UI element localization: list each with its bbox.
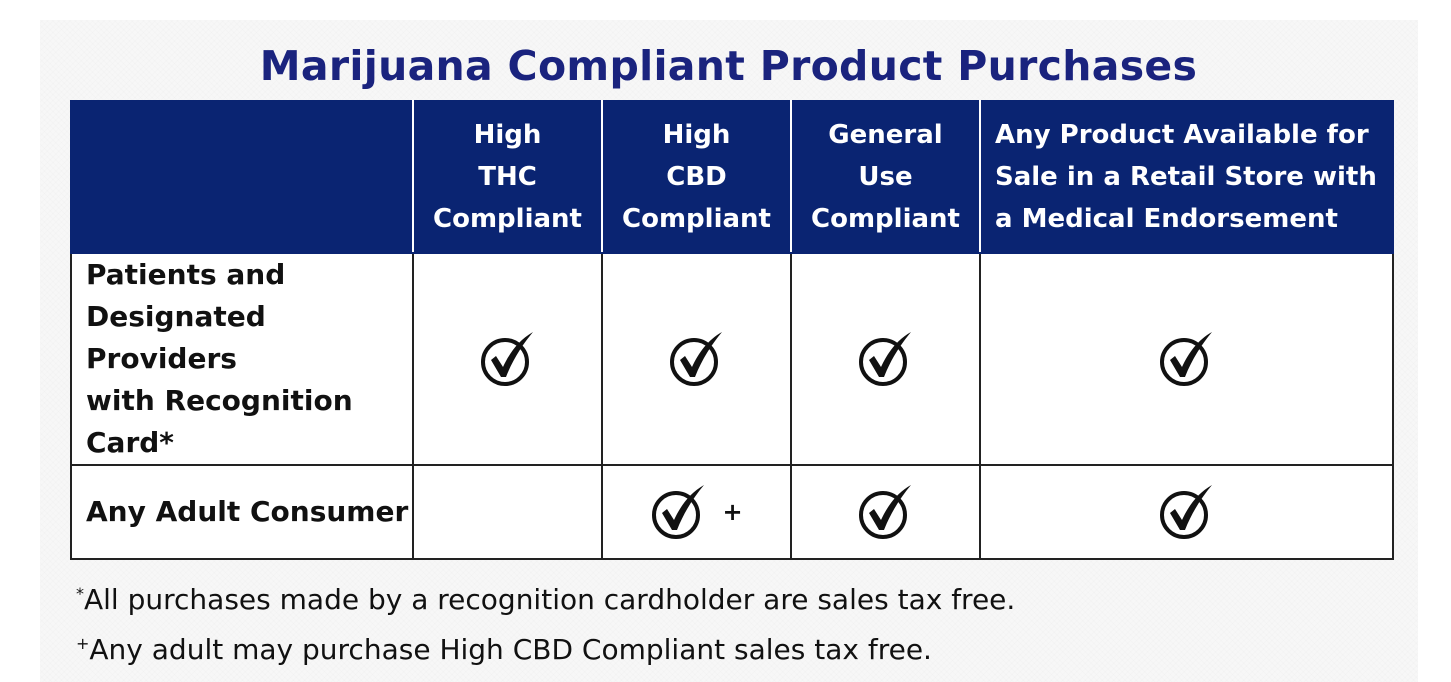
row-header-line: Any Adult Consumer [86, 495, 409, 528]
header-corner-cell [70, 100, 414, 254]
footnote: +Any adult may purchase High CBD Complia… [76, 622, 1015, 672]
column-header-high-thc: High THC Compliant [412, 100, 603, 254]
row-header-adult: Any Adult Consumer [70, 464, 414, 560]
column-header-line: Compliant [433, 204, 582, 234]
check-circle-icon [1159, 485, 1212, 539]
table-cell [979, 464, 1394, 560]
column-header-line: Use [858, 162, 913, 192]
column-header-line: High [473, 120, 542, 150]
table-cell [412, 464, 603, 560]
column-header-line: a Medical Endorsement [995, 204, 1338, 234]
header-row: High THC Compliant High CBD Compliant Ge… [70, 100, 1394, 254]
page-title: Marijuana Compliant Product Purchases [259, 42, 1198, 90]
column-header-line: Any Product Available for [995, 120, 1369, 150]
row-header-line: Patients and [86, 258, 286, 291]
purchase-table: High THC Compliant High CBD Compliant Ge… [70, 100, 1394, 560]
table-cell [412, 252, 603, 466]
check-circle-icon [480, 332, 533, 386]
row-header-line: Designated Providers [86, 300, 266, 375]
check-circle-icon [669, 332, 722, 386]
column-header-retail-medical: Any Product Available for Sale in a Reta… [979, 100, 1394, 254]
table-row: Patients and Designated Providers with R… [70, 252, 1394, 466]
table-cell [601, 252, 792, 466]
table-cell [790, 464, 981, 560]
column-header-line: THC [478, 162, 537, 192]
check-circle-icon [1159, 332, 1212, 386]
row-header-patients: Patients and Designated Providers with R… [70, 252, 414, 466]
table-cell: + [601, 464, 792, 560]
footnote-text: All purchases made by a recognition card… [84, 583, 1016, 616]
footnote-text: Any adult may purchase High CBD Complian… [89, 633, 932, 666]
table-cell [790, 252, 981, 466]
footnote-mark: * [76, 584, 84, 603]
column-header-line: Sale in a Retail Store with [995, 162, 1377, 192]
footnote-marker: + [722, 498, 743, 526]
footnote: *All purchases made by a recognition car… [76, 572, 1015, 622]
row-header-line: Card* [86, 426, 174, 459]
column-header-line: CBD [666, 162, 727, 192]
column-header-high-cbd: High CBD Compliant [601, 100, 792, 254]
footnote-mark: + [76, 634, 90, 653]
column-header-line: Compliant [622, 204, 771, 234]
row-header-line: with Recognition [86, 384, 353, 417]
table-cell [979, 252, 1394, 466]
column-header-line: High [662, 120, 731, 150]
column-header-line: General [828, 120, 943, 150]
table-row: Any Adult Consumer + [70, 464, 1394, 560]
check-circle-icon [652, 485, 705, 539]
check-circle-icon [858, 332, 911, 386]
check-circle-icon [858, 485, 911, 539]
column-header-line: Compliant [811, 204, 960, 234]
column-header-general-use: General Use Compliant [790, 100, 981, 254]
footnotes: *All purchases made by a recognition car… [76, 572, 1015, 672]
